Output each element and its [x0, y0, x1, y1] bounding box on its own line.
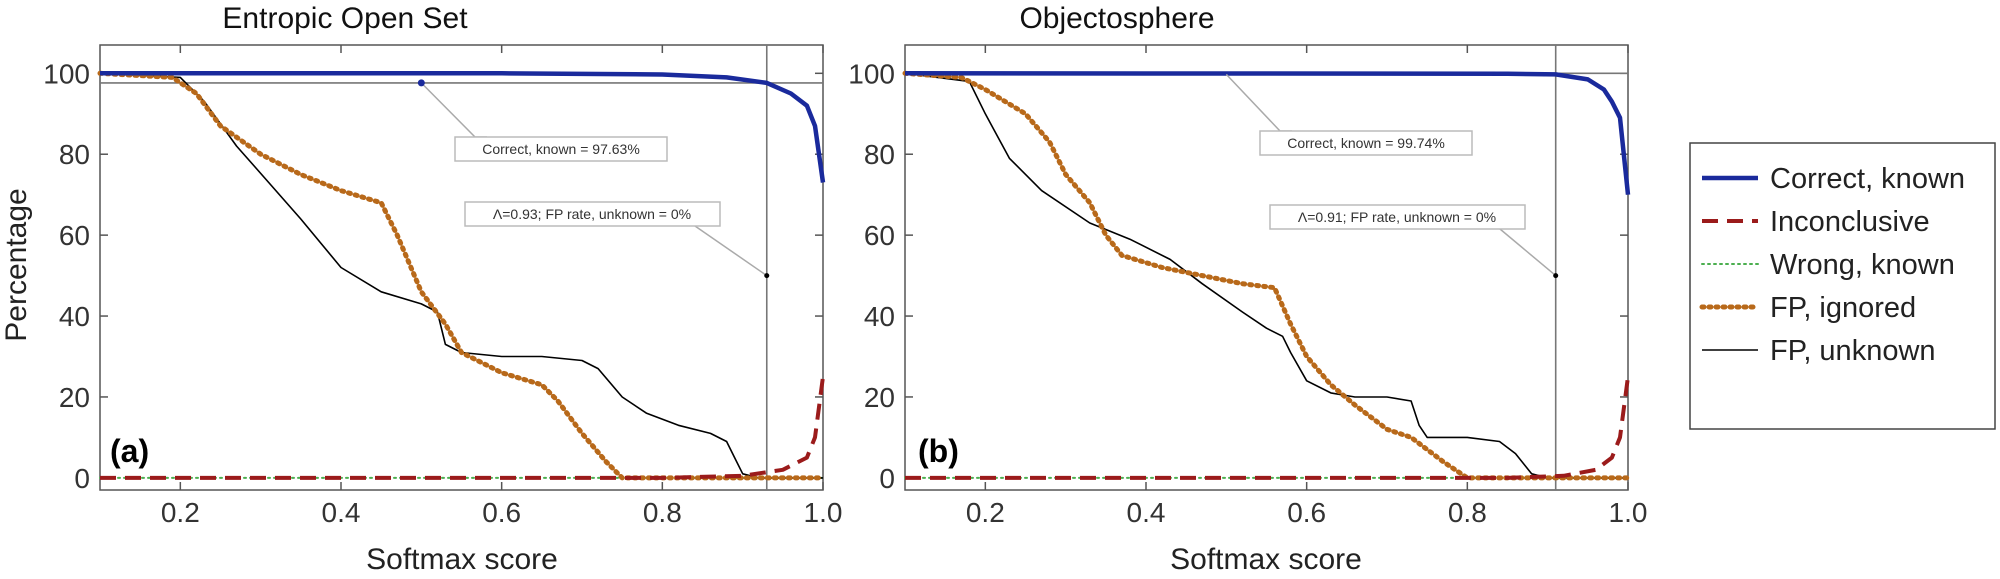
x-tick-label: 0.6 — [1287, 497, 1326, 528]
y-tick-label: 0 — [879, 463, 895, 494]
correct-known-marker — [417, 79, 425, 87]
x-tick-label: 0.2 — [966, 497, 1005, 528]
annotation-threshold: Λ=0.93; FP rate, unknown = 0% — [493, 206, 691, 222]
panel-title: Objectosphere — [1019, 2, 1214, 35]
y-ticks: 0 20 40 60 80 100 — [848, 58, 1628, 494]
plot-frame — [99, 44, 824, 491]
x-tick-label: 0.8 — [643, 497, 682, 528]
legend-items: Correct, known Inconclusive Wrong, known FP… — [1699, 163, 1965, 367]
x-tick-label: 0.8 — [1448, 497, 1487, 528]
threshold-marker — [1553, 273, 1559, 279]
y-tick-label: 60 — [864, 220, 895, 251]
annotation-leader-threshold — [694, 225, 768, 277]
series-fp-unknown — [904, 72, 1628, 479]
series-inconclusive — [905, 376, 1630, 480]
y-tick-label: 0 — [74, 463, 90, 494]
panel-objectosphere: Objectosphere 0.2 0.4 0.6 0.8 1.0 0 20 40 60 80 1… — [848, 2, 1647, 576]
x-tick-label: 0.2 — [161, 497, 200, 528]
annotation-leader-threshold — [1499, 228, 1557, 277]
annotation-box-threshold — [464, 201, 721, 227]
panel-title: Entropic Open Set — [222, 2, 468, 35]
legend-label-inconclusive: Inconclusive — [1770, 206, 1930, 238]
series-correct-known — [100, 71, 826, 183]
annotation-leader-correct — [420, 82, 487, 138]
annotations: Correct, known = 99.74% Λ=0.91; FP rate,… — [1225, 73, 1559, 279]
y-axis-label: Percentage — [0, 188, 33, 341]
series-fp-ignored — [97, 70, 826, 481]
legend-label-fp-unknown: FP, unknown — [1770, 335, 1936, 367]
y-tick-label: 40 — [864, 301, 895, 332]
x-tick-label: 0.4 — [322, 497, 361, 528]
legend-label-correct-known: Correct, known — [1770, 163, 1965, 195]
y-tick-label: 100 — [848, 58, 895, 89]
series-fp-ignored — [902, 70, 1631, 481]
legend-label-fp-ignored: FP, ignored — [1770, 292, 1916, 324]
panel-entropic-open-set: Entropic Open Set 0.2 0.4 0.6 0.8 1.0 0 20 40 6… — [43, 2, 842, 576]
series-inconclusive — [100, 376, 825, 480]
annotation-box-correct — [1259, 130, 1473, 156]
x-axis-label: Softmax score — [366, 543, 558, 576]
y-tick-label: 60 — [59, 220, 90, 251]
x-tick-label: 0.6 — [482, 497, 521, 528]
annotation-box-threshold — [1269, 204, 1526, 230]
panel-label: (b) — [918, 433, 959, 469]
threshold-marker — [764, 273, 770, 279]
annotation-threshold: Λ=0.91; FP rate, unknown = 0% — [1298, 209, 1496, 225]
annotation-correct: Correct, known = 99.74% — [1287, 135, 1445, 151]
y-ticks: 0 20 40 60 80 100 — [43, 58, 823, 494]
annotations: Correct, known = 97.63% Λ=0.93; FP rate,… — [417, 79, 770, 279]
plot-frame — [904, 44, 1629, 491]
y-tick-label: 100 — [43, 58, 90, 89]
x-tick-label: 1.0 — [1609, 497, 1648, 528]
x-tick-label: 0.4 — [1127, 497, 1166, 528]
series-fp-unknown — [99, 72, 823, 479]
legend: Correct, known Inconclusive Wrong, known FP… — [1689, 142, 1996, 430]
x-tick-label: 1.0 — [804, 497, 843, 528]
annotation-box-correct — [454, 136, 668, 162]
series-group — [902, 45, 1631, 490]
series-correct-known — [904, 71, 1631, 195]
y-tick-label: 80 — [59, 139, 90, 170]
y-tick-label: 80 — [864, 139, 895, 170]
x-ticks: 0.2 0.4 0.6 0.8 1.0 — [161, 45, 843, 528]
y-tick-label: 40 — [59, 301, 90, 332]
x-ticks: 0.2 0.4 0.6 0.8 1.0 — [966, 45, 1648, 528]
panel-label: (a) — [110, 433, 149, 469]
y-tick-label: 20 — [864, 382, 895, 413]
legend-label-wrong-known: Wrong, known — [1770, 249, 1955, 281]
legend-frame — [1689, 142, 1996, 430]
y-tick-label: 20 — [59, 382, 90, 413]
x-axis-label: Softmax score — [1170, 543, 1362, 576]
series-group — [97, 45, 826, 490]
annotation-correct: Correct, known = 97.63% — [482, 141, 640, 157]
annotation-leader-correct — [1225, 73, 1292, 132]
